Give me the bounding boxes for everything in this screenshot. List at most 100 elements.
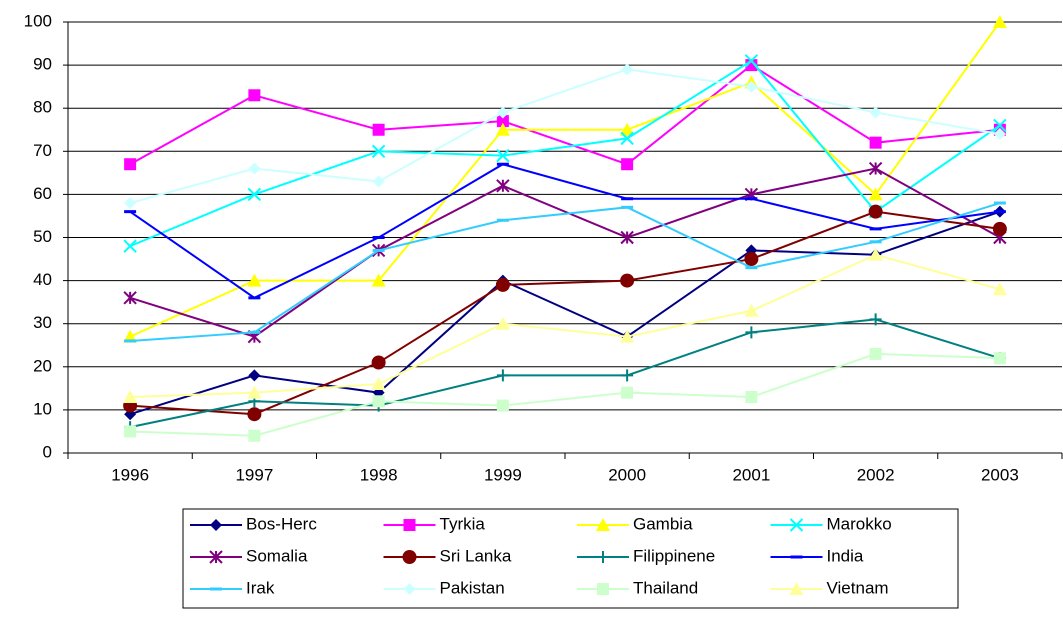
legend-label: Sri Lanka bbox=[440, 546, 512, 565]
marker bbox=[247, 187, 262, 202]
marker bbox=[123, 239, 137, 253]
marker bbox=[868, 204, 883, 219]
marker bbox=[496, 106, 509, 119]
marker bbox=[248, 162, 261, 175]
marker bbox=[496, 399, 509, 412]
x-tick-label: 1999 bbox=[484, 465, 522, 484]
marker bbox=[124, 425, 137, 438]
marker bbox=[210, 519, 222, 531]
y-tick-label: 70 bbox=[33, 141, 52, 160]
marker bbox=[620, 122, 635, 136]
series-line bbox=[130, 210, 1001, 416]
y-tick-label: 10 bbox=[33, 399, 52, 418]
legend-label: Pakistan bbox=[440, 578, 505, 597]
marker bbox=[621, 63, 634, 76]
marker bbox=[495, 277, 510, 292]
y-tick-label: 60 bbox=[33, 184, 52, 203]
marker bbox=[789, 518, 804, 532]
series-line bbox=[130, 253, 1001, 398]
legend-label: Marokko bbox=[827, 514, 892, 533]
marker bbox=[248, 369, 261, 382]
series-line bbox=[129, 68, 1001, 204]
legend-box bbox=[182, 508, 959, 609]
series-line bbox=[129, 210, 1001, 416]
marker bbox=[248, 429, 261, 442]
marker bbox=[371, 273, 386, 287]
legend-label: Tyrkia bbox=[440, 514, 486, 533]
y-tick-label: 0 bbox=[43, 442, 52, 461]
marker bbox=[993, 118, 1007, 133]
legend-label: Somalia bbox=[246, 546, 308, 565]
marker bbox=[869, 136, 882, 149]
marker bbox=[124, 197, 137, 210]
marker bbox=[869, 347, 882, 360]
marker bbox=[868, 247, 883, 261]
marker bbox=[123, 291, 137, 305]
marker bbox=[403, 583, 416, 595]
marker bbox=[248, 89, 261, 102]
marker bbox=[372, 175, 385, 188]
marker bbox=[621, 369, 634, 382]
marker bbox=[620, 230, 634, 245]
series-line bbox=[129, 163, 1001, 299]
marker bbox=[868, 187, 883, 201]
marker bbox=[993, 128, 1006, 141]
series-line bbox=[129, 63, 1000, 166]
marker bbox=[992, 282, 1007, 296]
y-tick-label: 80 bbox=[33, 98, 52, 117]
marker bbox=[621, 386, 634, 399]
marker bbox=[596, 518, 610, 531]
x-tick-label: 2001 bbox=[732, 465, 770, 484]
marker bbox=[247, 407, 262, 422]
x-tick-label: 1997 bbox=[235, 465, 273, 484]
x-tick-label: 2002 bbox=[857, 465, 895, 484]
marker bbox=[744, 303, 759, 317]
legend-label: Irak bbox=[246, 578, 275, 597]
y-tick-label: 30 bbox=[33, 313, 52, 332]
marker bbox=[869, 313, 882, 326]
legend-label: Vietnam bbox=[827, 578, 889, 597]
marker bbox=[371, 144, 386, 159]
marker bbox=[247, 273, 262, 287]
legend-label: Thailand bbox=[633, 578, 698, 597]
marker bbox=[789, 582, 804, 595]
marker bbox=[124, 158, 137, 171]
marker bbox=[620, 131, 634, 146]
marker bbox=[247, 385, 262, 399]
marker bbox=[209, 550, 223, 564]
marker bbox=[496, 115, 509, 128]
y-tick-label: 90 bbox=[33, 55, 52, 74]
marker bbox=[620, 273, 635, 288]
series-line bbox=[130, 202, 1001, 342]
legend-label: Gambia bbox=[633, 514, 693, 533]
marker bbox=[123, 329, 138, 343]
marker bbox=[371, 377, 386, 391]
legend-label: India bbox=[827, 546, 864, 565]
marker bbox=[745, 80, 758, 93]
x-tick-label: 2003 bbox=[981, 465, 1019, 484]
marker bbox=[597, 583, 609, 595]
x-tick-label: 2000 bbox=[608, 465, 646, 484]
marker bbox=[745, 390, 758, 403]
series-line bbox=[129, 167, 1001, 338]
marker bbox=[496, 148, 510, 163]
series-line bbox=[129, 21, 1001, 338]
marker bbox=[744, 252, 759, 267]
marker bbox=[869, 106, 882, 119]
x-tick-label: 1996 bbox=[111, 465, 149, 484]
marker bbox=[620, 329, 635, 343]
marker bbox=[403, 519, 416, 531]
marker bbox=[495, 316, 510, 330]
legend-label: Filippinene bbox=[633, 546, 715, 565]
marker bbox=[371, 355, 386, 370]
series-line bbox=[130, 352, 1000, 437]
marker bbox=[402, 550, 417, 564]
marker bbox=[495, 122, 510, 136]
marker bbox=[993, 352, 1006, 365]
marker bbox=[597, 551, 609, 563]
marker bbox=[372, 395, 385, 408]
marker bbox=[496, 179, 510, 193]
series-line bbox=[129, 318, 1001, 429]
marker bbox=[992, 15, 1007, 28]
marker bbox=[868, 161, 883, 176]
